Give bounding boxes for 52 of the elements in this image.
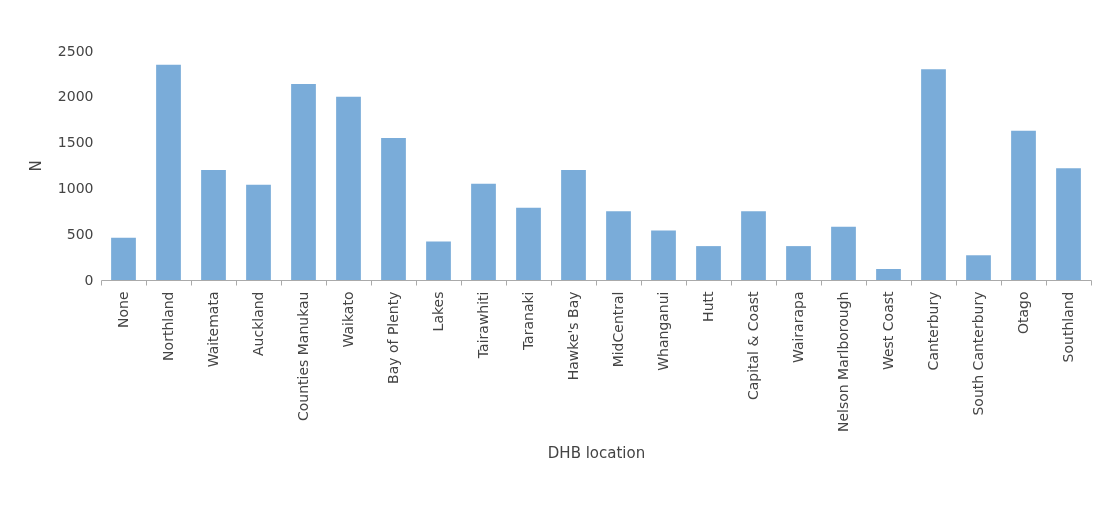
x-tick-label: Whanganui: [655, 291, 671, 371]
bar: [561, 170, 586, 280]
x-tick-label: Capital & Coast: [745, 290, 761, 401]
x-tick-label: Waitemata: [205, 291, 221, 368]
y-tick-label: 1000: [57, 179, 94, 196]
bar: [291, 83, 316, 280]
x-tick-label: Counties Manukau: [295, 291, 311, 422]
bar: [1056, 168, 1081, 280]
bar: [786, 246, 811, 280]
bar: [111, 237, 136, 280]
bar: [876, 269, 901, 280]
x-tick-label: Hawke's Bay: [565, 291, 581, 381]
x-tick-label: Lakes: [430, 291, 446, 332]
y-axis-title: N: [26, 160, 45, 172]
x-tick-label: Tairawhiti: [475, 291, 491, 360]
x-tick-label: Bay of Plenty: [385, 291, 401, 384]
y-tick-label: 2500: [57, 42, 94, 59]
bar: [831, 226, 856, 280]
bar: [426, 241, 451, 280]
x-tick-label: Waikato: [340, 291, 356, 348]
bar: [651, 230, 676, 280]
x-tick-label: Canterbury: [925, 291, 941, 371]
x-tick-label: Taranaki: [520, 291, 536, 352]
bar: [606, 211, 631, 280]
bar: [471, 183, 496, 280]
bar: [921, 69, 946, 280]
x-tick-label: Hutt: [700, 291, 716, 322]
y-tick-label: 1500: [57, 134, 94, 151]
bar: [741, 211, 766, 280]
bar: [516, 207, 541, 280]
bar: [201, 170, 226, 280]
y-tick-label: 2000: [57, 88, 94, 105]
x-tick-label: Otago: [1015, 291, 1031, 335]
y-tick-label: 0: [84, 271, 94, 288]
x-tick-label: Nelson Marlborough: [835, 291, 851, 433]
x-tick-label: West Coast: [880, 291, 896, 371]
bar: [381, 138, 406, 280]
x-tick-label: MidCentral: [610, 291, 626, 368]
bar: [1011, 130, 1036, 280]
bar: [156, 64, 181, 280]
bar: [336, 96, 361, 280]
x-tick-label: Auckland: [250, 291, 266, 356]
bar: [966, 255, 991, 280]
x-tick-label: South Canterbury: [970, 291, 986, 416]
y-tick-label: 500: [66, 225, 94, 242]
bar: [696, 246, 721, 280]
bar: [246, 184, 271, 280]
x-tick-label: Wairarapa: [790, 291, 806, 364]
x-axis-title: DHB location: [547, 444, 646, 463]
x-tick-label: None: [115, 291, 131, 329]
x-tick-label: Northland: [160, 291, 176, 361]
x-tick-label: Southland: [1060, 291, 1076, 363]
